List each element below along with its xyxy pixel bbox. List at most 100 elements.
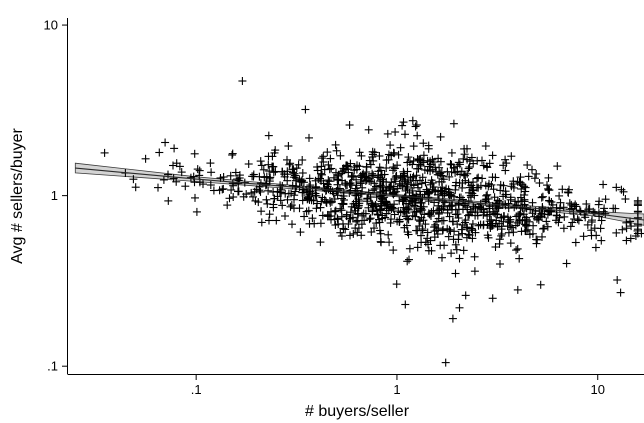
data-point [478,156,486,165]
data-point [362,175,371,184]
data-point [599,180,608,189]
data-point [287,189,296,198]
data-point [470,252,479,261]
data-point [454,205,463,214]
data-point [423,187,432,196]
data-point [518,204,527,212]
data-point [524,172,533,181]
data-point [622,236,631,245]
data-point [601,209,610,218]
data-point [358,211,367,220]
data-point [560,212,569,221]
data-point [458,183,467,192]
data-point [378,214,387,223]
data-point [544,184,553,193]
data-point [438,189,447,198]
data-point [374,171,383,180]
data-point [436,157,445,166]
data-point [491,173,500,182]
data-point [447,249,456,258]
data-point [529,221,538,230]
data-point [383,200,392,209]
data-point [291,176,300,185]
data-point [353,204,362,213]
data-point [430,198,439,207]
data-point [357,173,366,182]
data-point [164,170,172,179]
data-point [389,148,398,157]
data-point [633,199,642,207]
data-point [269,188,278,196]
data-point [449,217,458,226]
data-point [341,225,350,234]
data-point [499,161,508,170]
data-point [543,210,552,219]
data-point [352,199,361,208]
data-point [317,162,326,171]
data-point [289,173,298,182]
data-point [305,195,314,204]
data-point [467,193,475,202]
data-point [352,217,361,226]
data-point [207,168,216,177]
data-point [539,224,547,233]
data-point [383,129,392,138]
data-point [438,172,447,180]
x-axis-title: # buyers/seller [305,403,410,420]
data-point [451,210,460,219]
data-point [392,171,401,180]
data-point [418,156,427,165]
data-point [269,200,278,209]
data-point [264,160,273,169]
data-point [365,156,374,165]
data-point [419,151,428,160]
data-point [559,224,568,233]
data-point [384,206,393,215]
data-point [445,188,454,197]
data-point [515,254,524,263]
data-point [141,154,150,163]
data-point [316,203,325,212]
data-point [403,228,412,237]
data-point [633,220,642,229]
data-point [519,210,528,219]
data-point [323,148,332,157]
data-point [362,163,371,172]
data-point [422,185,431,194]
data-point [424,144,433,153]
data-point [308,214,317,223]
x-tick-label: .1 [191,382,202,397]
data-point [393,184,402,193]
data-point [449,235,458,244]
data-point [408,211,417,220]
data-point [528,198,537,207]
data-point [621,195,630,203]
data-point [429,183,438,191]
data-point [352,191,361,200]
data-point [320,184,329,193]
data-point [432,217,441,226]
data-point [402,205,411,214]
data-point [455,193,464,202]
data-point [509,180,518,188]
data-point [453,162,462,171]
data-point [346,186,355,195]
data-point [325,165,334,174]
data-point [399,118,408,127]
data-point [382,164,391,172]
data-point [333,175,342,184]
data-point [209,186,218,195]
data-point [344,220,353,228]
data-point [543,181,551,190]
data-point [402,183,411,191]
data-point [507,152,516,161]
data-point [499,217,508,226]
data-point [346,231,354,240]
data-point [423,166,432,175]
data-point [239,192,248,201]
data-point [379,186,388,195]
data-point [435,163,444,172]
data-point [313,166,322,175]
data-point [453,220,462,229]
